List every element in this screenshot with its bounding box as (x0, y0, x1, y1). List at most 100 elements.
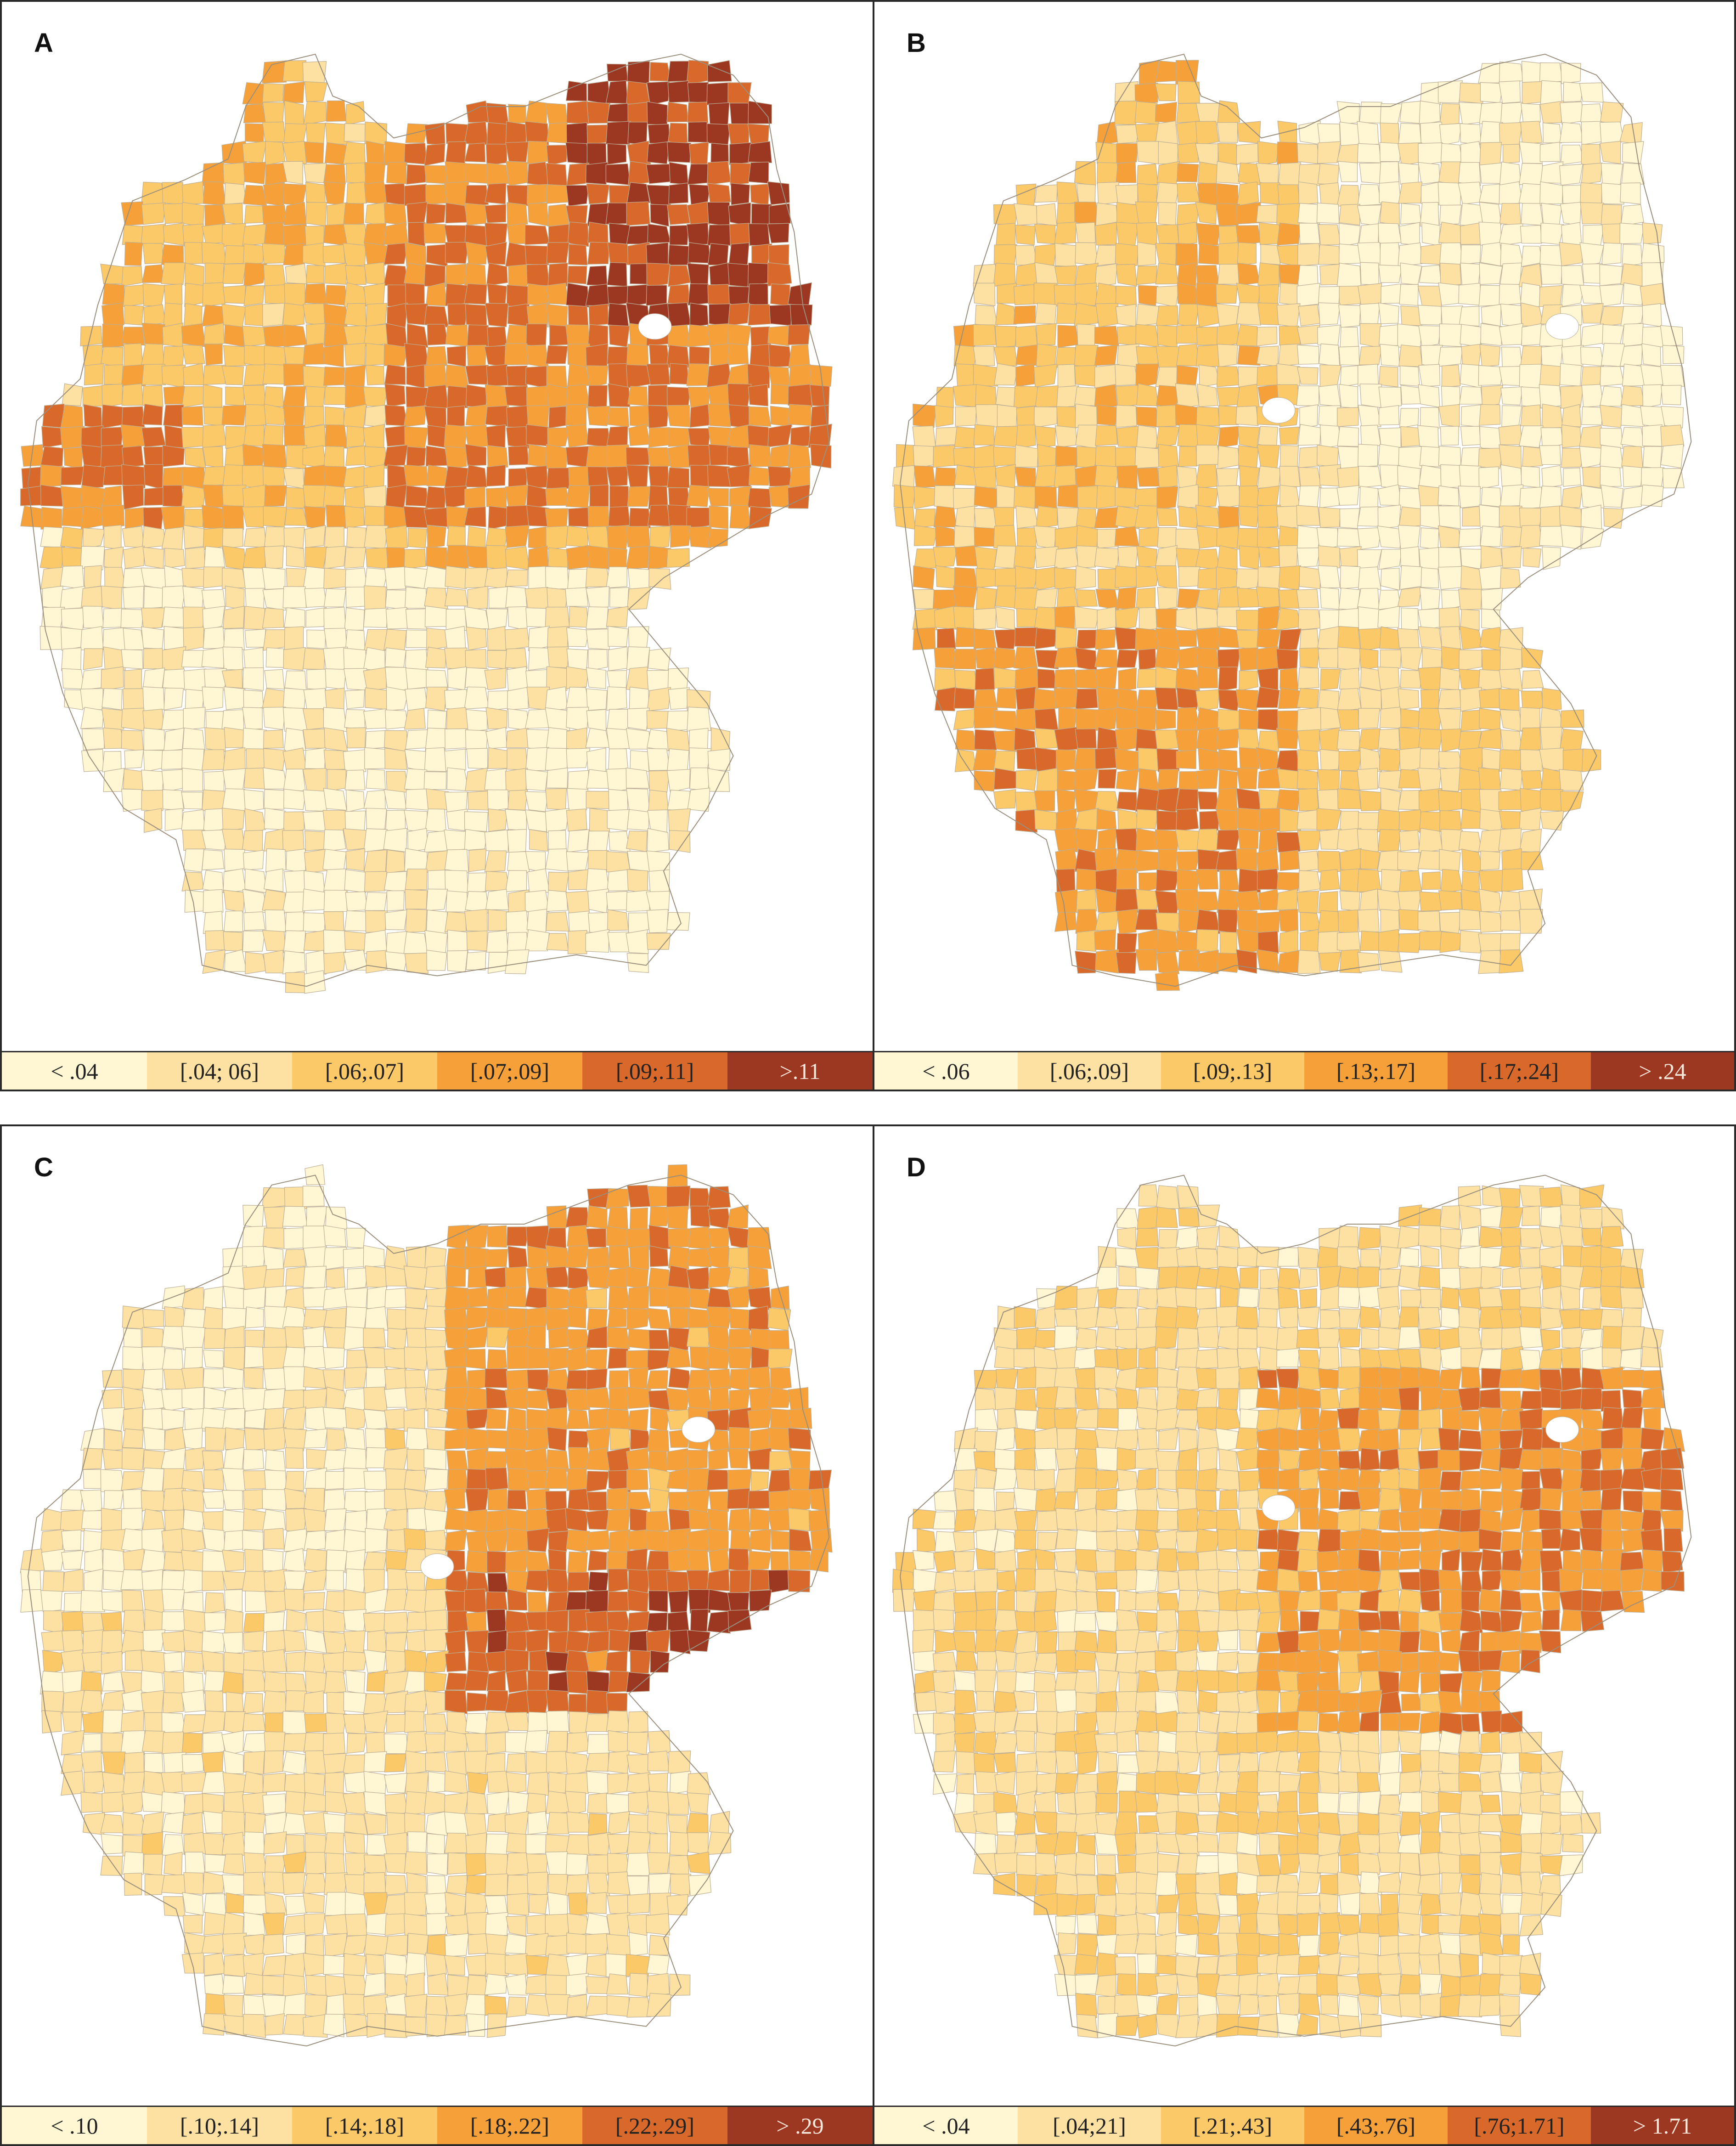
district (303, 1366, 326, 1389)
district (203, 181, 226, 206)
district (647, 1751, 670, 1772)
district (1196, 1226, 1219, 1249)
district (668, 265, 691, 287)
district (201, 242, 226, 265)
district (1296, 1328, 1321, 1349)
district (1540, 1387, 1561, 1408)
district (83, 1733, 101, 1752)
district (1600, 465, 1622, 487)
district (585, 162, 609, 185)
district (526, 405, 550, 428)
district (1582, 1287, 1602, 1310)
district (1033, 282, 1057, 305)
district (649, 1206, 671, 1227)
district (914, 508, 936, 528)
district (1460, 426, 1481, 446)
district (305, 181, 326, 205)
district (163, 626, 185, 650)
district (1277, 1790, 1298, 1814)
district (1256, 345, 1279, 367)
district (384, 1773, 408, 1793)
district (1398, 1669, 1420, 1693)
district (303, 789, 328, 812)
legend-class-2: [.06;.09] (1018, 1052, 1161, 1090)
district (1177, 1327, 1199, 1351)
district (708, 1228, 730, 1249)
district (345, 848, 366, 871)
district (707, 1528, 729, 1552)
district (488, 909, 509, 932)
district (423, 223, 446, 243)
district (506, 1308, 528, 1330)
district (1440, 767, 1462, 792)
district (505, 586, 527, 608)
district (1276, 1731, 1299, 1754)
district (607, 1207, 628, 1230)
district (385, 1650, 408, 1675)
district (1237, 1288, 1259, 1310)
district (1016, 1771, 1038, 1796)
district (1317, 445, 1339, 468)
district (1137, 1388, 1158, 1410)
district (1620, 427, 1645, 448)
district (201, 1751, 224, 1773)
district (163, 1896, 186, 1917)
district (426, 244, 448, 267)
district (1600, 445, 1623, 469)
district (545, 487, 570, 506)
district (993, 1733, 1019, 1754)
district (1155, 829, 1179, 851)
district (1116, 791, 1138, 811)
district (1359, 648, 1379, 671)
district (386, 890, 405, 912)
district (1236, 768, 1258, 790)
district (585, 1995, 609, 2016)
district (727, 464, 752, 487)
district (101, 1732, 124, 1754)
district (303, 1792, 327, 1812)
district (608, 1245, 630, 1270)
district (243, 262, 267, 287)
district (1116, 587, 1137, 610)
district (1216, 161, 1240, 184)
district (566, 748, 591, 768)
district (203, 1871, 225, 1894)
district (666, 912, 690, 931)
district (1601, 163, 1623, 186)
district (666, 1448, 689, 1471)
district (585, 728, 610, 748)
district (974, 706, 998, 729)
district (120, 1730, 145, 1755)
district (1437, 1773, 1462, 1792)
district (668, 1228, 691, 1248)
district (1074, 748, 1098, 772)
district (164, 1427, 186, 1452)
district (1439, 103, 1460, 126)
district (1459, 649, 1482, 671)
district (1478, 1649, 1502, 1671)
district (1156, 951, 1180, 974)
district (585, 1349, 608, 1371)
district (122, 525, 144, 548)
district (466, 2013, 485, 2037)
district (103, 1490, 124, 1511)
district (1479, 1306, 1504, 1329)
district (183, 1832, 207, 1855)
district (997, 1305, 1018, 1329)
district (181, 406, 203, 426)
district (1519, 525, 1544, 549)
district (1438, 1791, 1463, 1813)
district (222, 1874, 246, 1896)
district (648, 568, 671, 590)
legend-class-2: [.04; 06] (147, 1052, 292, 1090)
district (1217, 366, 1240, 387)
district (568, 507, 590, 527)
district (1481, 304, 1502, 327)
district (1155, 83, 1177, 102)
district (82, 1711, 106, 1734)
district (546, 1710, 569, 1734)
district (546, 1569, 569, 1594)
district (954, 1610, 978, 1631)
district (1197, 161, 1219, 185)
district (283, 2014, 307, 2036)
